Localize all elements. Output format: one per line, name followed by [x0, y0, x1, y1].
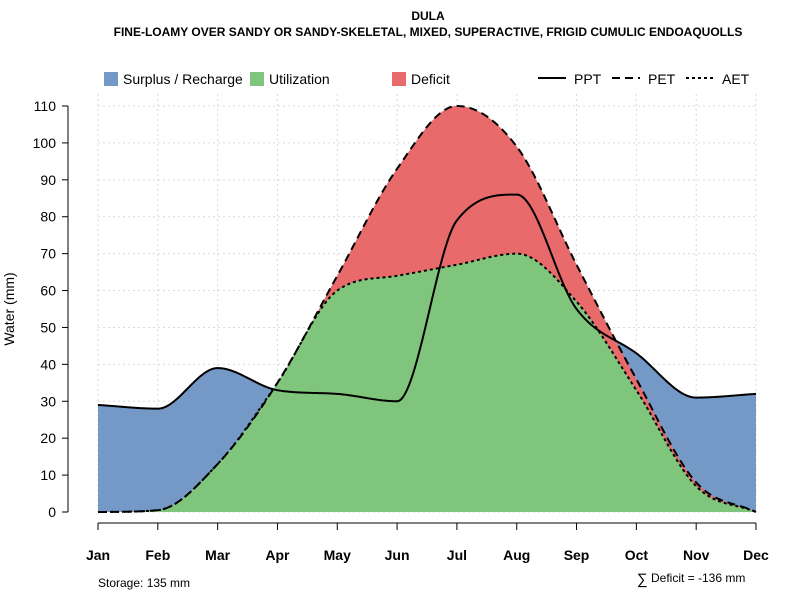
y-axis-title: Water (mm) [1, 272, 17, 345]
area-fills [98, 106, 756, 512]
x-tick-label-feb: Feb [145, 547, 170, 563]
y-tick-label: 110 [34, 98, 57, 114]
y-tick-label: 10 [40, 467, 56, 483]
deficit-note: Deficit = -136 mm [651, 571, 745, 585]
y-tick-label: 80 [40, 209, 56, 225]
x-tick-label-jan: Jan [86, 547, 110, 563]
x-tick-label-sep: Sep [564, 547, 590, 563]
y-tick-label: 100 [33, 135, 57, 151]
x-tick-label-aug: Aug [503, 547, 530, 563]
x-tick-label-nov: Nov [683, 547, 710, 563]
chart-title: DULA [411, 9, 445, 23]
legend-swatch-0 [104, 72, 118, 86]
x-tick-label-jul: Jul [447, 547, 467, 563]
y-tick-label: 40 [40, 356, 56, 372]
x-tick-label-dec: Dec [743, 547, 769, 563]
utilization-area [98, 253, 756, 512]
y-tick-label: 20 [40, 430, 56, 446]
x-tick-label-jun: Jun [385, 547, 410, 563]
legend-line-label-pet: PET [648, 71, 676, 87]
series-line-ppt [97, 193, 757, 410]
chart-subtitle: FINE-LOAMY OVER SANDY OR SANDY-SKELETAL,… [114, 25, 743, 39]
y-tick-label: 60 [40, 283, 56, 299]
y-tick-label: 90 [40, 172, 56, 188]
x-tick-label-oct: Oct [625, 547, 649, 563]
y-tick-label: 30 [40, 393, 56, 409]
legend-line-label-ppt: PPT [574, 71, 602, 87]
y-tick-label: 50 [40, 319, 56, 335]
axes: 0 10 20 30 40 50 60 70 80 90 100 110 Jan Feb Mar Apr May… [33, 98, 769, 563]
surplus-area [98, 106, 756, 512]
x-tick-label-apr: Apr [265, 547, 290, 563]
legend-label-1: Utilization [269, 71, 330, 87]
soil-utilization-area [98, 253, 756, 512]
legend: Surplus / Recharge Utilization Deficit PPT P… [104, 71, 750, 87]
y-tick-label: 70 [40, 246, 56, 262]
series-lines [97, 104, 757, 513]
x-tick-label-may: May [324, 547, 351, 563]
legend-swatch-2 [392, 72, 406, 86]
y-tick-label: 0 [48, 504, 56, 520]
legend-swatch-1 [250, 72, 264, 86]
legend-line-label-aet: AET [722, 71, 750, 87]
legend-label-0: Surplus / Recharge [123, 71, 243, 87]
storage-note: Storage: 135 mm [98, 576, 190, 590]
legend-label-2: Deficit [411, 71, 450, 87]
x-tick-label-mar: Mar [205, 547, 230, 563]
sum-symbol: ∑ [637, 571, 648, 588]
series-line-aet [97, 252, 757, 513]
